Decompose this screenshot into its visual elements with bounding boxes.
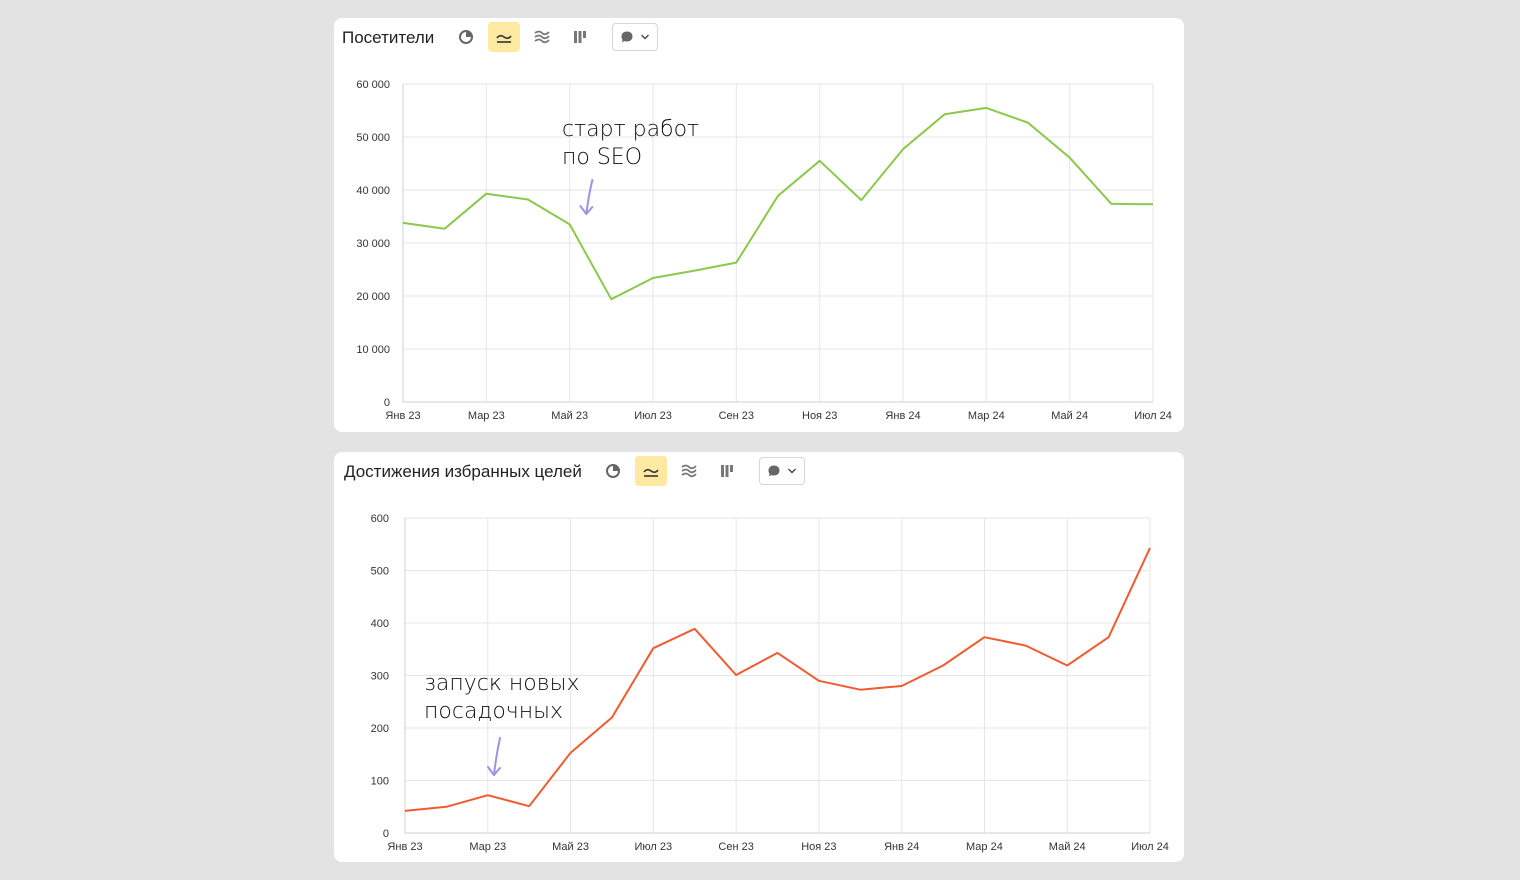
comments-dropdown[interactable]	[612, 23, 658, 51]
x-tick-label: Мар 23	[469, 841, 506, 853]
x-tick-label: Янв 23	[387, 841, 422, 853]
x-tick-label: Май 23	[552, 841, 589, 853]
y-tick-label: 200	[371, 723, 389, 735]
line-chart-button[interactable]	[488, 22, 520, 52]
bar-chart-button[interactable]	[564, 22, 596, 52]
goals-line-chart: 0 100 200 300 400 500 600 Янв 23 Мар 23 Май 23 Июл…	[371, 513, 1169, 853]
y-tick-label: 40 000	[356, 185, 390, 197]
y-tick-label: 60 000	[356, 79, 390, 91]
x-tick-label: Янв 24	[884, 841, 919, 853]
chevron-down-icon	[788, 468, 796, 474]
x-tick-label: Июл 23	[634, 410, 672, 422]
x-tick-label: Май 24	[1049, 841, 1086, 853]
y-tick-label: 0	[384, 397, 390, 409]
annotation-line-1: запуск новых	[424, 671, 580, 696]
chart-type-toolbar	[597, 456, 805, 486]
visitors-chart-title: Посетители	[342, 28, 435, 47]
annotation-line-1: старт работ	[562, 117, 700, 142]
annotation-arrow	[486, 737, 501, 776]
goals-chart-title: Достижения избранных целей	[344, 462, 582, 481]
comments-dropdown[interactable]	[759, 457, 805, 485]
comment-icon	[768, 465, 780, 477]
annotation-line-2: по SEO	[562, 145, 643, 170]
y-tick-label: 500	[371, 566, 389, 578]
x-tick-label: Сен 23	[718, 841, 753, 853]
y-tick-label: 600	[371, 513, 389, 525]
line-chart-icon	[496, 34, 512, 43]
pie-chart-icon	[606, 464, 620, 478]
x-tick-label: Мар 23	[468, 410, 505, 422]
x-tick-label: Май 24	[1051, 410, 1088, 422]
y-tick-label: 10 000	[356, 344, 390, 356]
annotation-arrow	[579, 179, 594, 215]
x-tick-label: Июл 24	[1131, 841, 1169, 853]
bar-chart-icon	[721, 465, 733, 477]
pie-chart-button[interactable]	[597, 456, 629, 486]
goals-chart-card: Достижения избранных целей 0 100 200 300 400…	[334, 452, 1184, 862]
x-tick-label: Мар 24	[968, 410, 1005, 422]
area-chart-icon	[681, 464, 697, 478]
chart-type-toolbar	[450, 22, 658, 52]
visitors-chart-card: Посетители 0 10 000 20 000 30 000 40 000 50 0…	[334, 18, 1184, 432]
x-tick-label: Янв 24	[885, 410, 920, 422]
x-tick-label: Ноя 23	[802, 410, 837, 422]
x-tick-label: Мар 24	[966, 841, 1003, 853]
line-chart-icon	[643, 468, 659, 477]
area-chart-button[interactable]	[673, 456, 705, 486]
line-chart-button[interactable]	[635, 456, 667, 486]
annotation-line-2: посадочных	[424, 699, 564, 724]
y-tick-label: 20 000	[356, 291, 390, 303]
seo-start-annotation: старт работ по SEO	[562, 116, 699, 172]
chevron-down-icon	[641, 34, 649, 40]
bar-chart-button[interactable]	[711, 456, 743, 486]
y-tick-label: 100	[371, 776, 389, 788]
landing-launch-annotation: запуск новых посадочных	[424, 670, 580, 726]
bar-chart-icon	[574, 31, 586, 43]
y-tick-label: 400	[371, 618, 389, 630]
series-line	[404, 547, 1151, 812]
x-tick-label: Май 23	[551, 410, 588, 422]
pie-chart-button[interactable]	[450, 22, 482, 52]
area-chart-icon	[534, 30, 550, 44]
y-tick-label: 50 000	[356, 132, 390, 144]
y-tick-label: 300	[371, 671, 389, 683]
x-tick-label: Сен 23	[719, 410, 754, 422]
x-tick-label: Июл 24	[1134, 410, 1172, 422]
x-tick-label: Янв 23	[385, 410, 420, 422]
y-tick-label: 30 000	[356, 238, 390, 250]
x-tick-label: Июл 23	[635, 841, 673, 853]
visitors-line-chart: 0 10 000 20 000 30 000 40 000 50 000 60 000 Янв…	[356, 79, 1172, 422]
area-chart-button[interactable]	[526, 22, 558, 52]
x-tick-label: Ноя 23	[801, 841, 836, 853]
comment-icon	[621, 31, 633, 43]
y-tick-label: 0	[383, 828, 389, 840]
pie-chart-icon	[459, 30, 473, 44]
